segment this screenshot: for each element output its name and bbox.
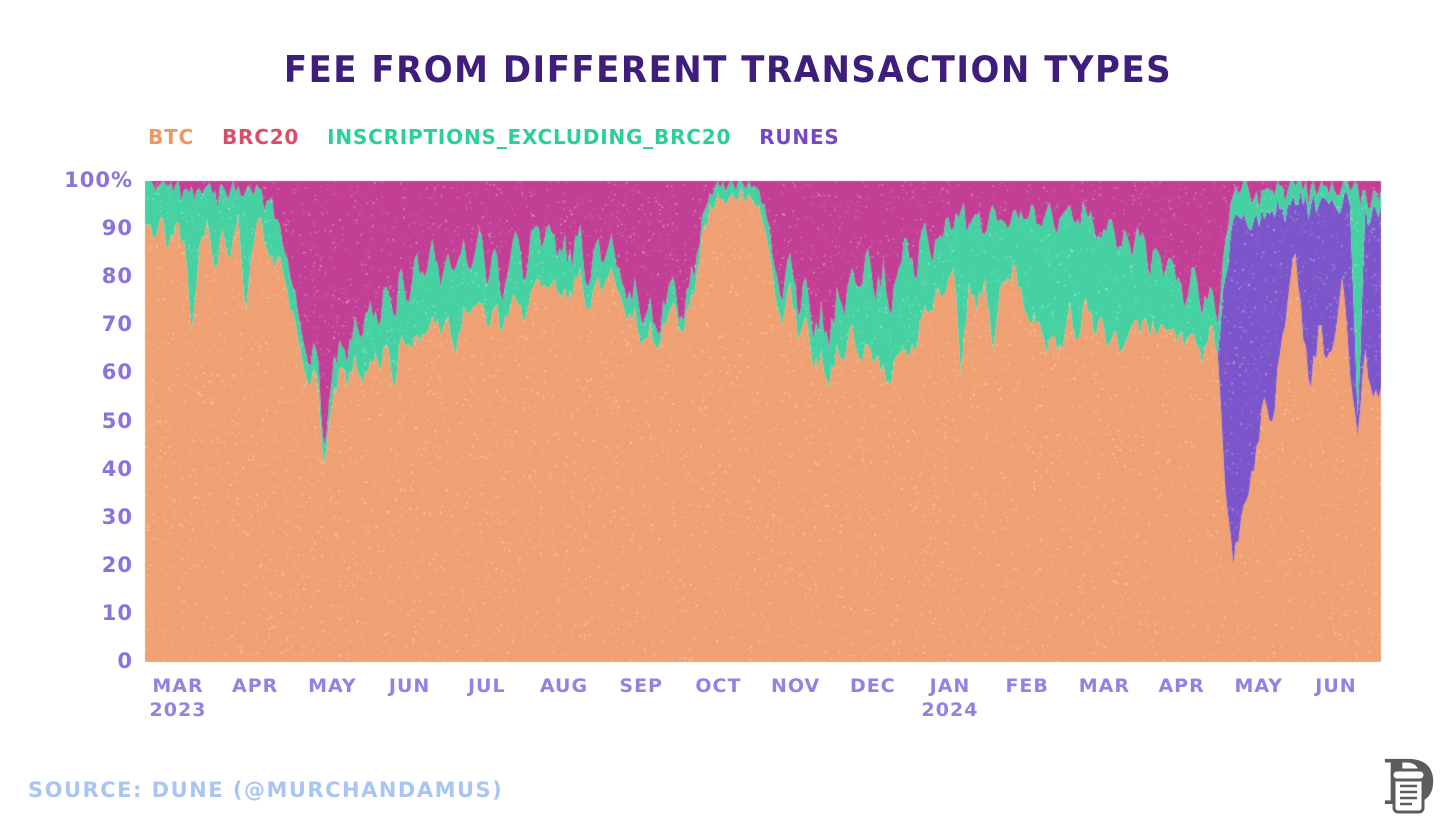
source-credit: SOURCE: DUNE (@MURCHANDAMUS) <box>28 778 504 802</box>
y-tick-label: 20 <box>101 552 133 577</box>
y-tick-label: 60 <box>101 360 133 385</box>
y-tick-label: 0 <box>117 649 133 673</box>
x-tick-label: DEC <box>849 675 896 697</box>
y-tick-label: 10 <box>101 600 133 625</box>
x-tick-label: JUL <box>467 675 506 697</box>
legend-item-btc: BTC <box>148 125 194 149</box>
x-tick-label: APR <box>232 675 279 697</box>
x-tick-label: MAR 2023 <box>149 675 207 721</box>
y-tick-label: 70 <box>101 312 133 337</box>
y-tick-label: 90 <box>101 216 133 241</box>
x-tick-label: OCT <box>695 675 742 697</box>
y-tick-label: 80 <box>101 264 133 289</box>
y-tick-label: 100% <box>64 168 133 192</box>
x-tick-label: JUN <box>388 675 431 697</box>
x-tick-label: MAY <box>308 675 357 697</box>
y-tick-label: 30 <box>101 504 133 529</box>
legend-item-inscriptions: INSCRIPTIONS_EXCLUDING_BRC20 <box>327 125 732 149</box>
x-tick-label: APR <box>1158 675 1205 697</box>
y-tick-label: 50 <box>101 408 133 433</box>
x-tick-label: FEB <box>1005 675 1049 697</box>
x-tick-label: MAY <box>1234 675 1284 697</box>
publisher-logo-d-scroll-icon: D <box>1382 746 1436 818</box>
x-tick-label: SEP <box>619 675 663 697</box>
x-tick-label: JAN 2024 <box>921 675 979 721</box>
page-title: FEE FROM DIFFERENT TRANSACTION TYPES <box>283 48 1173 92</box>
legend-item-brc20: BRC20 <box>221 125 300 149</box>
x-tick-label: JUN <box>1315 675 1357 697</box>
legend-item-runes: RUNES <box>759 125 840 149</box>
y-tick-label: 40 <box>101 456 133 481</box>
chart-legend: BTC BRC20 INSCRIPTIONS_EXCLUDING_BRC20 R… <box>148 125 840 149</box>
x-tick-label: MAR <box>1078 675 1131 697</box>
x-tick-label: NOV <box>770 675 821 697</box>
x-tick-label: AUG <box>539 675 589 697</box>
